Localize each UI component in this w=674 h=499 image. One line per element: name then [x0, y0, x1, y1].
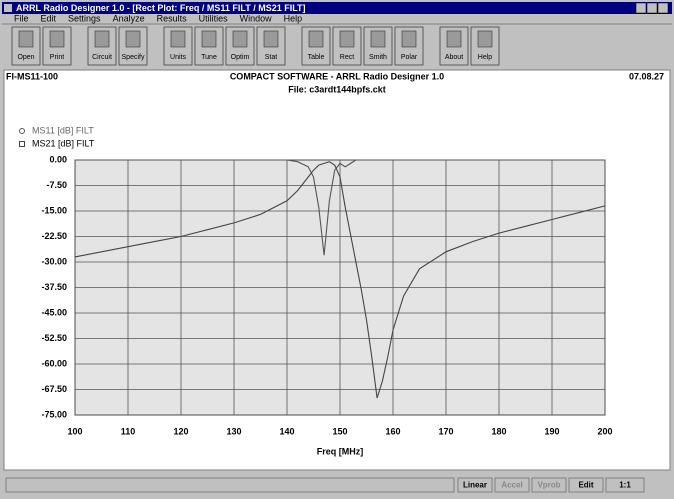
- button-label: Polar: [401, 54, 418, 61]
- y-tick-label: -67.50: [41, 384, 67, 394]
- status-bar: [2, 474, 672, 496]
- x-tick-label: 100: [67, 426, 82, 436]
- header-right: 07.08.27: [629, 71, 664, 81]
- x-tick-label: 110: [121, 426, 136, 436]
- button-label: Specify: [122, 54, 145, 61]
- button-icon: [233, 31, 247, 47]
- header-center: COMPACT SOFTWARE - ARRL Radio Designer 1…: [230, 71, 444, 81]
- button-label: Table: [308, 54, 325, 61]
- toolbar-button[interactable]: Rect: [333, 27, 361, 65]
- y-tick-label: -45.00: [41, 307, 67, 317]
- legend-label: MS11 [dB] FILT: [32, 125, 94, 135]
- button-label: Stat: [265, 54, 278, 61]
- menu-item[interactable]: Window: [240, 13, 273, 23]
- x-tick-label: 200: [597, 426, 612, 436]
- button-label: Rect: [340, 54, 354, 61]
- chart: 0.00 -7.50 -15.00 -22.50 -30.00 -37.50 -45.00 -…: [20, 125, 613, 456]
- status-text: Accel: [501, 481, 522, 490]
- x-tick-label: 140: [279, 426, 294, 436]
- button-icon: [309, 31, 323, 47]
- button-icon: [19, 31, 33, 47]
- button-icon: [402, 31, 416, 47]
- y-tick-label: -37.50: [41, 282, 67, 292]
- button-icon: [340, 31, 354, 47]
- toolbar-button[interactable]: Units: [164, 27, 192, 65]
- button-icon: [171, 31, 185, 47]
- app-window: ARRL Radio Designer 1.0 - [Rect Plot: Fr…: [0, 0, 674, 499]
- y-tick-label: -30.00: [41, 256, 67, 266]
- button-label: About: [445, 54, 463, 61]
- app-icon[interactable]: [4, 4, 12, 12]
- y-tick-label: 0.00: [49, 154, 67, 164]
- page: Radio Designer body { margin: 0; width: …: [0, 0, 674, 499]
- status-text: Vprob: [537, 481, 560, 490]
- x-tick-label: 130: [226, 426, 241, 436]
- button-icon: [478, 31, 492, 47]
- toolbar-button[interactable]: Print: [43, 27, 71, 65]
- window-title: ARRL Radio Designer 1.0 - [Rect Plot: Fr…: [16, 3, 306, 13]
- menu-item[interactable]: Help: [284, 13, 303, 23]
- button-icon: [95, 31, 109, 47]
- menu-item[interactable]: Analyze: [113, 13, 145, 23]
- status-text: Edit: [578, 481, 593, 490]
- toolbar-button[interactable]: Open: [12, 27, 40, 65]
- button-icon: [371, 31, 385, 47]
- status-text: Linear: [463, 481, 487, 490]
- y-tick-label: -7.50: [46, 180, 67, 190]
- y-tick-label: -52.50: [41, 333, 67, 343]
- legend-label: MS21 [dB] FILT: [32, 138, 95, 148]
- toolbar-button[interactable]: Specify: [119, 27, 147, 65]
- x-tick-label: 190: [544, 426, 559, 436]
- button-icon: [126, 31, 140, 47]
- toolbar-button[interactable]: Stat: [257, 27, 285, 65]
- close-button[interactable]: [658, 3, 668, 13]
- x-axis-label: Freq [MHz]: [317, 446, 364, 456]
- header-left: FI-MS11-100: [6, 71, 58, 81]
- body: { "window": { "title": "ARRL Radio Desig…: [0, 0, 674, 499]
- x-tick-label: 180: [491, 426, 506, 436]
- button-label: Smith: [369, 54, 387, 61]
- x-tick-label: 160: [385, 426, 400, 436]
- status-text: 1:1: [619, 481, 631, 490]
- minimize-button[interactable]: [636, 3, 646, 13]
- y-tick-label: -22.50: [41, 231, 67, 241]
- button-label: Tune: [201, 54, 217, 61]
- menu-item[interactable]: Utilities: [199, 13, 229, 23]
- y-tick-label: -60.00: [41, 358, 67, 368]
- toolbar-button[interactable]: Optim: [226, 27, 254, 65]
- button-icon: [264, 31, 278, 47]
- menu-item[interactable]: Settings: [68, 13, 101, 23]
- button-label: Open: [17, 54, 34, 61]
- y-tick-label: -15.00: [41, 205, 67, 215]
- maximize-button[interactable]: [647, 3, 657, 13]
- toolbar-button[interactable]: Table: [302, 27, 330, 65]
- menu-item[interactable]: Results: [157, 13, 188, 23]
- button-icon: [447, 31, 461, 47]
- button-icon: [50, 31, 64, 47]
- header-file: File: c3ardt144bpfs.ckt: [288, 84, 386, 94]
- toolbar-button[interactable]: Smith: [364, 27, 392, 65]
- toolbar-button[interactable]: Tune: [195, 27, 223, 65]
- x-tick-label: 170: [438, 426, 453, 436]
- x-tick-label: 120: [173, 426, 188, 436]
- button-label: Help: [478, 54, 493, 61]
- y-tick-label: -75.00: [41, 409, 67, 419]
- button-label: Print: [50, 54, 64, 61]
- toolbar-button[interactable]: About: [440, 27, 468, 65]
- button-label: Optim: [231, 54, 250, 61]
- button-icon: [202, 31, 216, 47]
- button-label: Units: [170, 54, 186, 61]
- menu-item[interactable]: File: [14, 13, 29, 23]
- menu-item[interactable]: Edit: [41, 13, 57, 23]
- button-label: Circuit: [92, 54, 112, 61]
- toolbar-button[interactable]: Polar: [395, 27, 423, 65]
- toolbar-button[interactable]: Help: [471, 27, 499, 65]
- toolbar-button[interactable]: Circuit: [88, 27, 116, 65]
- window-controls: [636, 3, 668, 13]
- x-tick-label: 150: [332, 426, 347, 436]
